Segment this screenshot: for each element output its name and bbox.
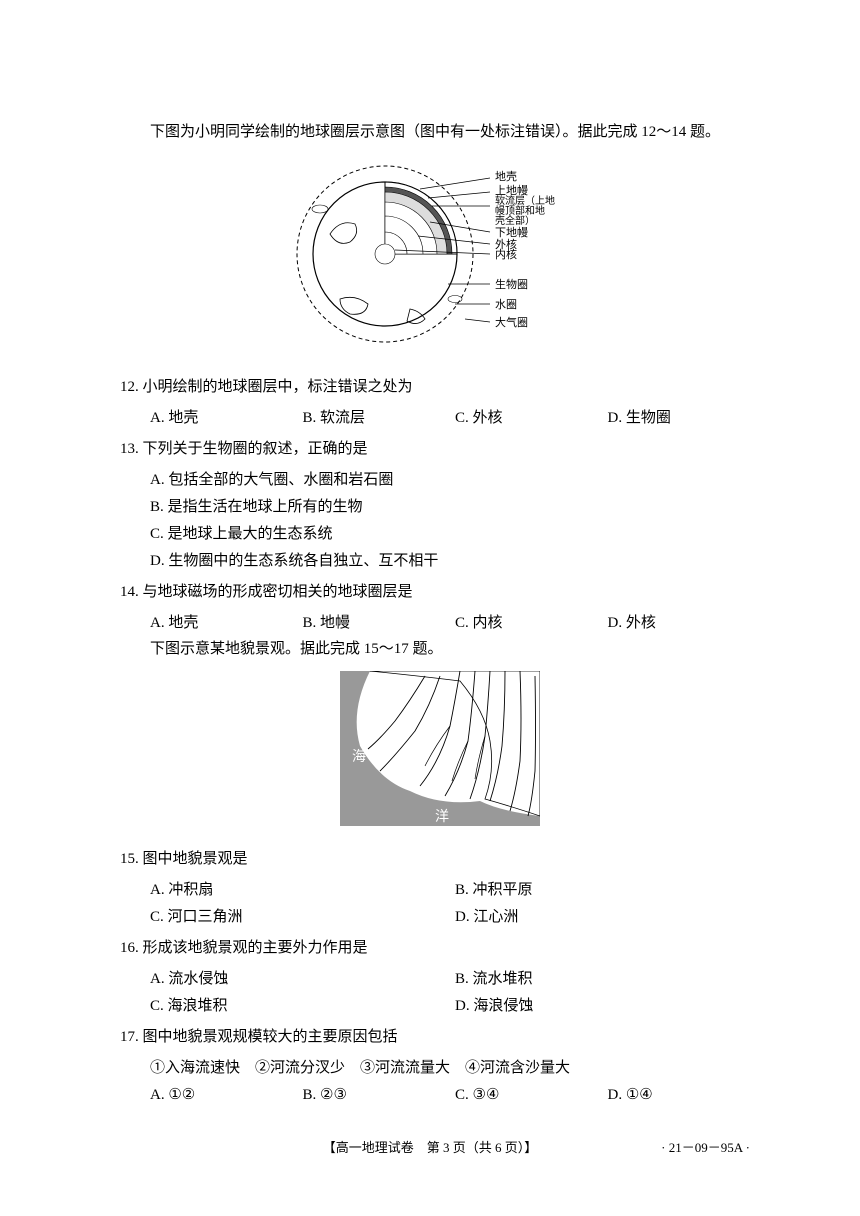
q12-stem: 12. 小明绘制的地球圈层中，标注错误之处为 — [120, 374, 760, 401]
intro-12-14: 下图为小明同学绘制的地球圈层示意图（图中有一处标注错误）。据此完成 12～14 … — [120, 120, 760, 144]
q15-C: C. 河口三角洲 — [150, 904, 455, 931]
q16-options: A. 流水侵蚀 B. 流水堆积 C. 海浪堆积 D. 海浪侵蚀 — [150, 966, 760, 1020]
q13-C: C. 是地球上最大的生态系统 — [150, 521, 760, 548]
label-hydrosphere: 水圈 — [495, 298, 517, 311]
label-asthenosphere-3: 壳全部） — [495, 214, 535, 227]
q17-B: B. ②③ — [303, 1082, 456, 1109]
q14-options: A. 地壳 B. 地幔 C. 内核 D. 外核 — [150, 610, 760, 637]
q14-A: A. 地壳 — [150, 610, 303, 637]
q17-C: C. ③④ — [455, 1082, 608, 1109]
footer-right: · 21－09－95A · — [661, 1137, 750, 1156]
q17-stem: 17. 图中地貌景观规模较大的主要原因包括 — [120, 1024, 760, 1051]
q12-D: D. 生物圈 — [608, 405, 761, 432]
intro-15-17: 下图示意某地貌景观。据此完成 15～17 题。 — [120, 637, 760, 661]
q16-C: C. 海浪堆积 — [150, 993, 455, 1020]
q14-D: D. 外核 — [608, 610, 761, 637]
footer-center: 【高一地理试卷 第 3 页（共 6 页）】 — [323, 1140, 538, 1155]
label-crust: 地壳 — [495, 169, 517, 183]
label-inner-core: 内核 — [495, 247, 517, 261]
label-lower-mantle: 下地幔 — [495, 226, 528, 239]
q13-B: B. 是指生活在地球上所有的生物 — [150, 494, 760, 521]
q16-B: B. 流水堆积 — [455, 966, 760, 993]
q17-items: ①入海流速快 ②河流分汊少 ③河流流量大 ④河流含沙量大 — [150, 1055, 760, 1082]
q16-D: D. 海浪侵蚀 — [455, 993, 760, 1020]
q14-C: C. 内核 — [455, 610, 608, 637]
label-atmosphere: 大气圈 — [495, 315, 528, 329]
q12-C: C. 外核 — [455, 405, 608, 432]
delta-diagram: 海 洋 — [120, 671, 760, 831]
q14-stem: 14. 与地球磁场的形成密切相关的地球圈层是 — [120, 579, 760, 606]
q13-A: A. 包括全部的大气圈、水圈和岩石圈 — [150, 467, 760, 494]
q15-options: A. 冲积扇 B. 冲积平原 C. 河口三角洲 D. 江心洲 — [150, 877, 760, 931]
q12-options: A. 地壳 B. 软流层 C. 外核 D. 生物圈 — [150, 405, 760, 432]
ocean-label: 洋 — [435, 809, 449, 825]
q14-B: B. 地幔 — [303, 610, 456, 637]
q13-D: D. 生物圈中的生态系统各自独立、互不相干 — [150, 548, 760, 575]
page-content: 下图为小明同学绘制的地球圈层示意图（图中有一处标注错误）。据此完成 12～14 … — [0, 0, 860, 1149]
q16-A: A. 流水侵蚀 — [150, 966, 455, 993]
q15-D: D. 江心洲 — [455, 904, 760, 931]
q15-stem: 15. 图中地貌景观是 — [120, 846, 760, 873]
q15-A: A. 冲积扇 — [150, 877, 455, 904]
q13-options: A. 包括全部的大气圈、水圈和岩石圈 B. 是指生活在地球上所有的生物 C. 是… — [150, 467, 760, 575]
q17-options: A. ①② B. ②③ C. ③④ D. ①④ — [150, 1082, 760, 1109]
q17-A: A. ①② — [150, 1082, 303, 1109]
q13-stem: 13. 下列关于生物圈的叙述，正确的是 — [120, 436, 760, 463]
sea-label: 海 — [352, 749, 366, 765]
label-biosphere: 生物圈 — [495, 277, 528, 291]
q12-B: B. 软流层 — [303, 405, 456, 432]
earth-layers-diagram: 地壳 上地幔 软流层（上地 幔顶部和地 壳全部） 下地幔 外核 内核 生物圈 水… — [120, 154, 760, 359]
q15-B: B. 冲积平原 — [455, 877, 760, 904]
q16-stem: 16. 形成该地貌景观的主要外力作用是 — [120, 935, 760, 962]
q12-A: A. 地壳 — [150, 405, 303, 432]
q17-D: D. ①④ — [608, 1082, 761, 1109]
page-footer: 【高一地理试卷 第 3 页（共 6 页）】 · 21－09－95A · — [0, 1137, 860, 1156]
